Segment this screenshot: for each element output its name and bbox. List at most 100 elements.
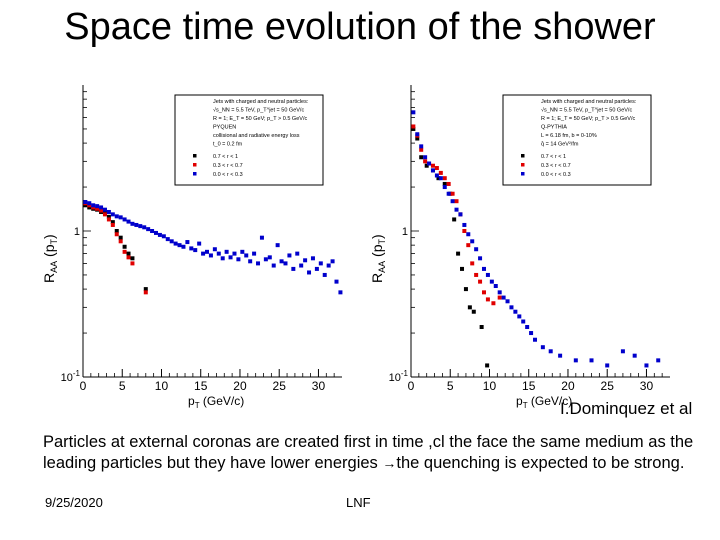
data-point xyxy=(236,257,241,262)
data-point xyxy=(130,221,135,226)
legend-box xyxy=(174,94,324,186)
legend-entry-label: 0.0 < r < 0.3 xyxy=(213,172,243,178)
data-point xyxy=(110,212,115,217)
chart-left-svg: 0 5 10 15 20 25 30 10-1 1 pT (GeV/c) RAA (pT) Jets … xyxy=(41,85,343,410)
data-point xyxy=(110,220,115,225)
data-point xyxy=(478,256,483,261)
data-point xyxy=(271,263,276,268)
data-point xyxy=(419,155,424,160)
data-point xyxy=(118,235,123,240)
data-point xyxy=(513,309,518,314)
data-point xyxy=(481,290,486,295)
y-axis-title-close: ) xyxy=(369,234,385,239)
data-point xyxy=(259,235,264,240)
x-axis-title-sub: T xyxy=(523,401,528,410)
data-point xyxy=(558,353,563,358)
data-point xyxy=(423,155,428,160)
data-point xyxy=(471,309,476,314)
data-point xyxy=(150,229,155,233)
y-tick-exponent: -1 xyxy=(401,369,409,378)
data-point xyxy=(478,279,483,284)
data-point xyxy=(452,217,457,222)
legend-entry-label: 0.0 < r < 0.3 xyxy=(541,172,571,178)
data-point xyxy=(291,266,296,271)
data-point xyxy=(620,349,625,354)
data-point xyxy=(263,257,268,262)
x-tick-label: 10 xyxy=(155,379,169,393)
data-point xyxy=(99,205,104,210)
data-point xyxy=(157,232,162,237)
y-axis-title-sub: AA xyxy=(49,261,59,273)
data-point xyxy=(427,161,432,166)
series-group xyxy=(411,110,661,368)
y-axis-title-rest: (p xyxy=(41,244,57,261)
data-point xyxy=(466,232,471,237)
y-axis-title-sub2: T xyxy=(377,239,387,245)
data-point xyxy=(533,337,538,342)
x-tick-label: 15 xyxy=(522,379,536,393)
data-point xyxy=(248,259,253,264)
right-arrow-icon: → xyxy=(382,455,397,471)
series-group xyxy=(411,126,490,368)
data-point xyxy=(479,325,484,330)
data-point xyxy=(458,212,463,217)
chart-right-svg: 0 5 10 15 20 25 30 10-1 1 pT (GeV/c) RAA (pT) Jets … xyxy=(369,85,670,410)
data-point xyxy=(470,261,475,266)
data-point xyxy=(130,256,135,261)
y-axis-title-sub: AA xyxy=(377,261,387,273)
data-point xyxy=(130,261,135,266)
y-axis-title-close: ) xyxy=(41,234,57,239)
data-point xyxy=(177,243,182,248)
data-point xyxy=(474,272,479,277)
data-point xyxy=(303,258,308,263)
body-text-part-2: the quenching is expected to be strong. xyxy=(396,454,685,472)
x-axis-title: pT (GeV/c) xyxy=(188,394,244,410)
data-point xyxy=(462,229,467,233)
data-point xyxy=(299,263,304,268)
x-tick-label: 0 xyxy=(408,379,415,393)
data-point xyxy=(295,251,300,256)
data-point xyxy=(205,249,210,254)
data-point xyxy=(330,259,335,264)
data-point xyxy=(632,353,637,358)
body-text-part-1: Particles at external coronas are create… xyxy=(43,433,694,472)
x-axis-title-rest: (GeV/c) xyxy=(528,394,573,408)
x-tick-label: 20 xyxy=(233,379,247,393)
data-point xyxy=(224,249,229,254)
data-point xyxy=(489,279,494,284)
data-point xyxy=(419,144,424,149)
legend-header-line: PYQUEN xyxy=(213,125,236,131)
data-point xyxy=(497,295,502,300)
data-point xyxy=(287,253,292,258)
data-point xyxy=(419,147,424,152)
legend-entry-label: 0.3 < r < 0.7 xyxy=(541,163,571,169)
data-point xyxy=(430,168,435,173)
data-point xyxy=(540,345,545,350)
series-group xyxy=(83,199,343,295)
data-point xyxy=(446,191,451,196)
legend-header-line: R = 1; E_T = 50 GeV; p_T > 0.5 GeV/c xyxy=(213,116,307,122)
data-point xyxy=(424,163,429,168)
legend-marker xyxy=(521,163,525,167)
data-point xyxy=(102,207,107,212)
data-point xyxy=(146,227,151,232)
data-point xyxy=(114,232,119,237)
data-point xyxy=(463,287,468,292)
data-point xyxy=(450,191,455,196)
data-point xyxy=(208,253,213,258)
data-point xyxy=(122,217,127,222)
data-point xyxy=(446,181,451,186)
legend-entry-label: 0.3 < r < 0.7 xyxy=(213,163,243,169)
legend-marker xyxy=(521,154,525,158)
data-point xyxy=(173,241,178,246)
data-point xyxy=(460,266,465,271)
data-point xyxy=(529,331,534,336)
data-point xyxy=(114,229,119,233)
data-point xyxy=(442,181,447,186)
legend-header-line: Jets with charged and neutral particles: xyxy=(213,99,309,105)
data-point xyxy=(106,217,111,222)
data-point xyxy=(95,206,100,211)
data-point xyxy=(232,251,237,256)
data-point xyxy=(485,297,490,302)
legend-entry-label: 0.7 < r < 1 xyxy=(213,154,238,160)
